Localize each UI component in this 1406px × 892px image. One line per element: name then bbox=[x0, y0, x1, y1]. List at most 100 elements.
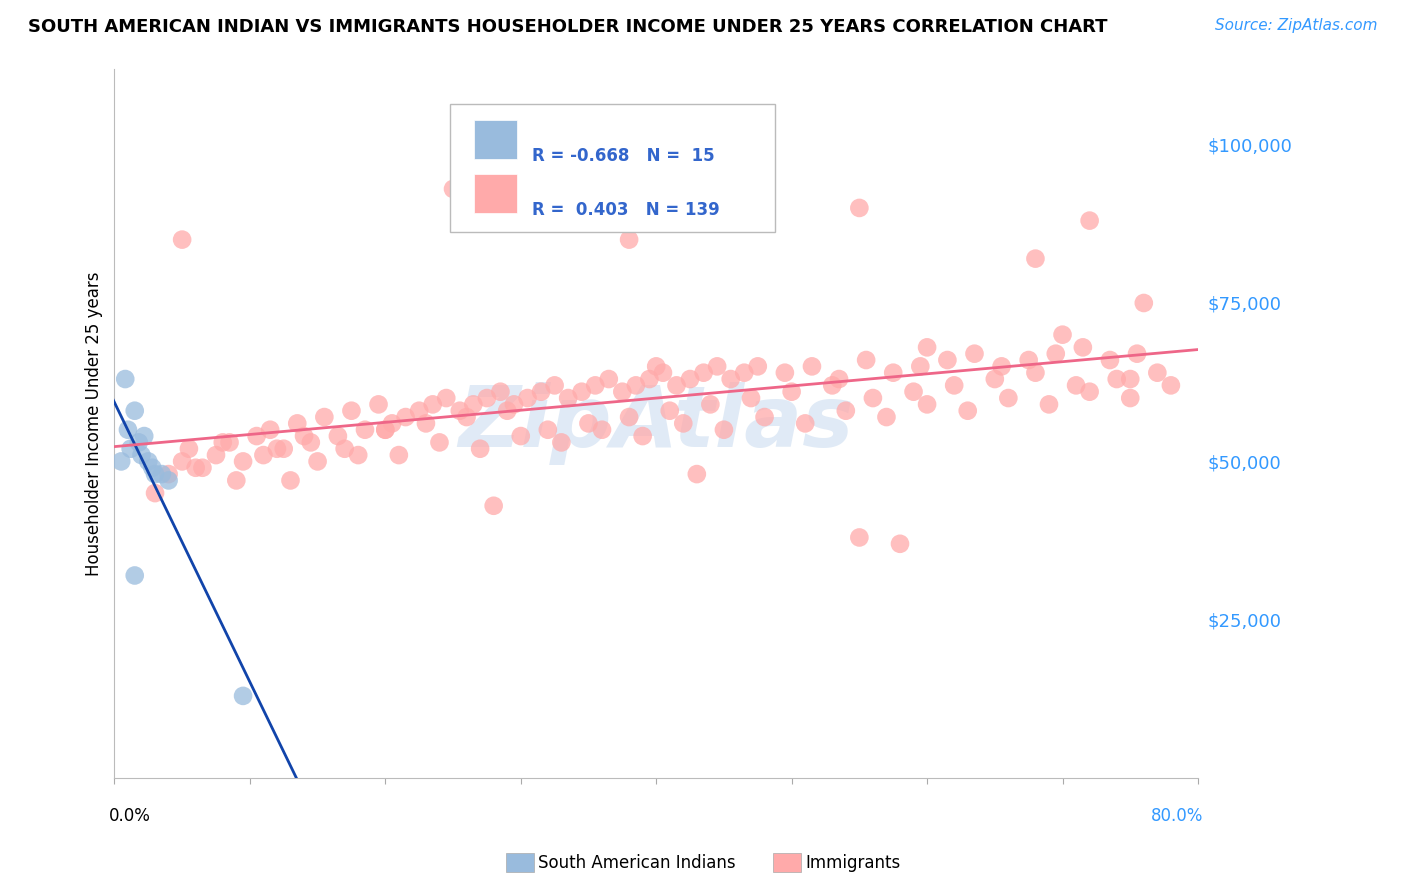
Point bbox=[612, 384, 634, 399]
Point bbox=[578, 417, 600, 431]
Point bbox=[835, 403, 858, 417]
Point bbox=[550, 435, 572, 450]
Point bbox=[408, 403, 430, 417]
Point bbox=[333, 442, 356, 456]
Text: 0.0%: 0.0% bbox=[110, 807, 150, 825]
Point bbox=[422, 397, 444, 411]
Point bbox=[136, 454, 159, 468]
Point bbox=[172, 233, 194, 247]
Text: Immigrants: Immigrants bbox=[806, 854, 901, 871]
Point bbox=[191, 460, 214, 475]
Point bbox=[631, 429, 654, 443]
Point bbox=[848, 531, 870, 545]
Point bbox=[225, 474, 247, 488]
Point bbox=[713, 423, 735, 437]
Point bbox=[754, 410, 776, 425]
Point bbox=[246, 429, 269, 443]
Point bbox=[252, 448, 274, 462]
Point bbox=[496, 403, 519, 417]
Point bbox=[503, 397, 526, 411]
Point bbox=[936, 353, 959, 368]
Point bbox=[1133, 296, 1156, 310]
Point bbox=[347, 448, 370, 462]
Point bbox=[172, 454, 194, 468]
Point bbox=[638, 372, 661, 386]
Point bbox=[124, 403, 146, 417]
Point bbox=[990, 359, 1012, 374]
Point bbox=[915, 397, 938, 411]
Point bbox=[314, 410, 336, 425]
Point bbox=[1146, 366, 1168, 380]
Point bbox=[692, 366, 714, 380]
Point bbox=[1064, 378, 1087, 392]
Point bbox=[299, 435, 322, 450]
Point bbox=[1071, 340, 1094, 354]
Point bbox=[617, 410, 640, 425]
Point bbox=[1126, 347, 1149, 361]
Text: R =  0.403   N = 139: R = 0.403 N = 139 bbox=[531, 202, 720, 219]
Point bbox=[583, 378, 606, 392]
Bar bbox=[474, 174, 517, 213]
Point bbox=[578, 169, 600, 184]
Point bbox=[672, 417, 695, 431]
Point bbox=[828, 372, 851, 386]
Point bbox=[157, 467, 180, 481]
Point bbox=[624, 378, 647, 392]
Point bbox=[394, 410, 416, 425]
Point bbox=[177, 442, 200, 456]
Point bbox=[326, 429, 349, 443]
Point bbox=[686, 467, 709, 481]
Point bbox=[848, 201, 870, 215]
Point bbox=[915, 340, 938, 354]
Text: SOUTH AMERICAN INDIAN VS IMMIGRANTS HOUSEHOLDER INCOME UNDER 25 YEARS CORRELATIO: SOUTH AMERICAN INDIAN VS IMMIGRANTS HOUS… bbox=[28, 18, 1108, 36]
Point bbox=[110, 454, 132, 468]
Point bbox=[434, 391, 457, 405]
Point bbox=[733, 366, 755, 380]
Point bbox=[280, 474, 302, 488]
Point bbox=[441, 182, 464, 196]
Point bbox=[598, 372, 620, 386]
Bar bbox=[474, 120, 517, 159]
Point bbox=[463, 397, 485, 411]
Point bbox=[1018, 353, 1040, 368]
Point bbox=[489, 384, 512, 399]
Y-axis label: Householder Income Under 25 years: Householder Income Under 25 years bbox=[86, 271, 103, 575]
Point bbox=[1105, 372, 1128, 386]
Point bbox=[456, 410, 478, 425]
Point bbox=[910, 359, 932, 374]
Point bbox=[665, 378, 688, 392]
Point bbox=[543, 378, 565, 392]
Point bbox=[273, 442, 295, 456]
Point bbox=[157, 474, 180, 488]
Point bbox=[1052, 327, 1074, 342]
Point bbox=[205, 448, 228, 462]
Point bbox=[571, 384, 593, 399]
Point bbox=[117, 423, 139, 437]
Point bbox=[367, 397, 389, 411]
Point bbox=[128, 435, 150, 450]
Point bbox=[114, 372, 136, 386]
Point bbox=[821, 378, 844, 392]
Point bbox=[1045, 347, 1067, 361]
Point bbox=[956, 403, 979, 417]
Point bbox=[285, 417, 308, 431]
Point bbox=[984, 372, 1007, 386]
Point bbox=[537, 423, 560, 437]
Point bbox=[131, 448, 153, 462]
Point bbox=[150, 467, 173, 481]
FancyBboxPatch shape bbox=[450, 104, 775, 232]
Point bbox=[1038, 397, 1060, 411]
Point bbox=[429, 435, 451, 450]
Point bbox=[1024, 252, 1046, 266]
Point bbox=[340, 403, 363, 417]
Point bbox=[354, 423, 377, 437]
Point bbox=[266, 442, 288, 456]
Point bbox=[1119, 391, 1142, 405]
Point bbox=[530, 384, 553, 399]
Point bbox=[855, 353, 877, 368]
Point bbox=[184, 460, 207, 475]
Point bbox=[211, 435, 233, 450]
Point bbox=[232, 454, 254, 468]
Point bbox=[143, 467, 166, 481]
Point bbox=[1078, 213, 1101, 227]
